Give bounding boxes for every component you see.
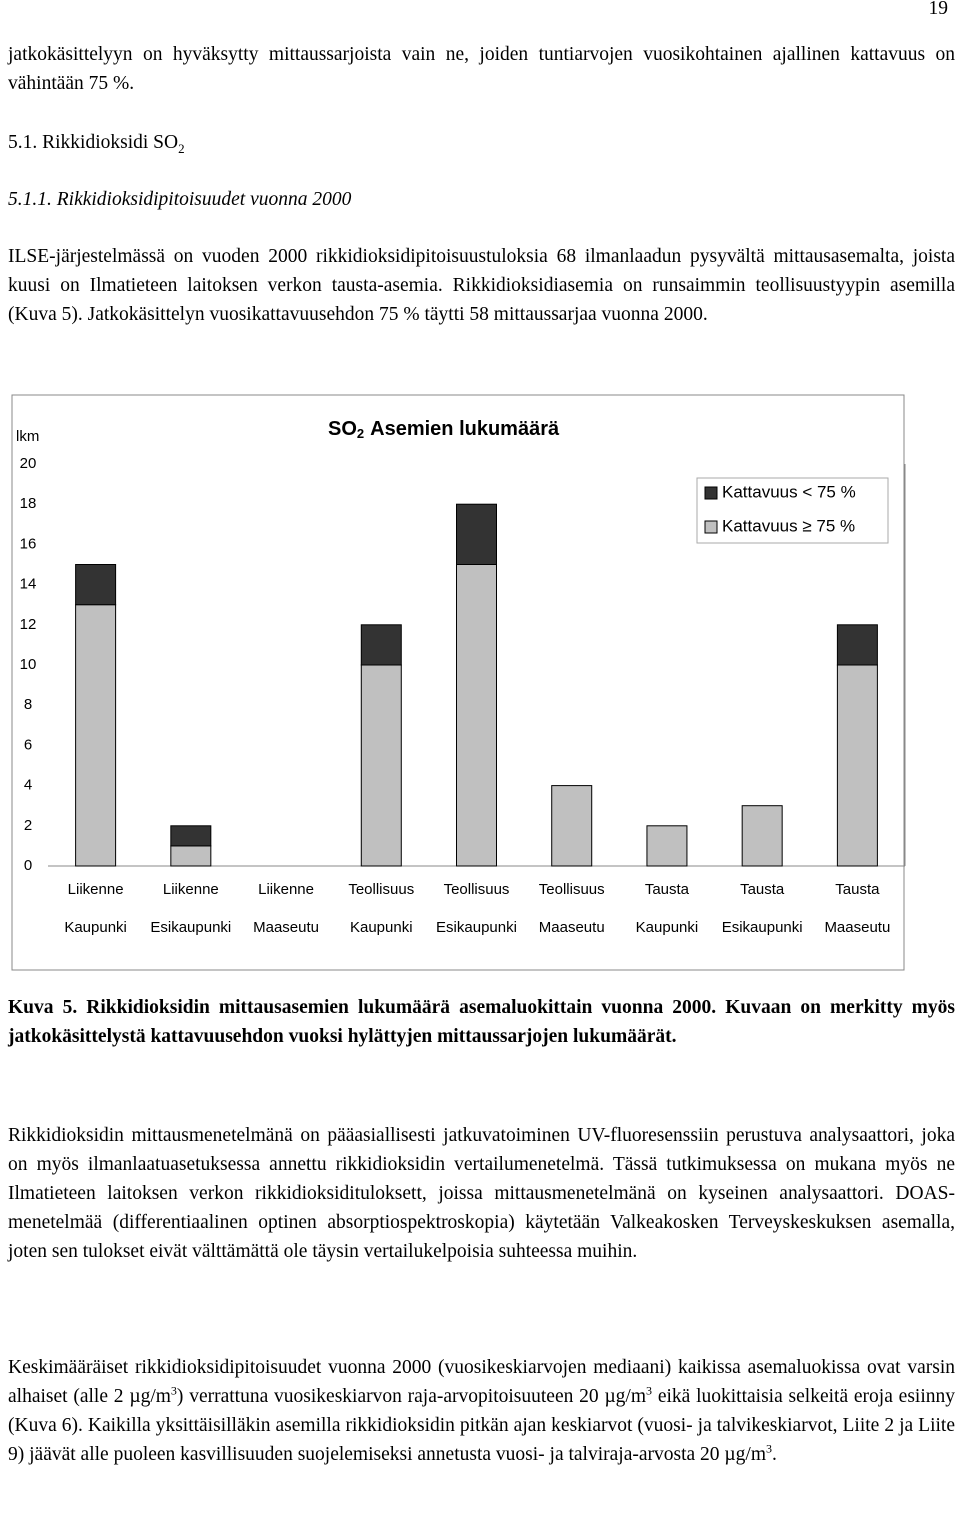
title-subscript: 2	[357, 426, 364, 441]
bar-segment	[551, 785, 593, 867]
page-number: 19	[928, 0, 949, 19]
bar-segment	[75, 564, 117, 606]
legend-label: Kattavuus < 75 %	[722, 482, 856, 501]
chart: lkm SO2 Asemien lukumäärä 024681012141618…	[11, 394, 906, 971]
text: .	[772, 1444, 777, 1465]
bar-segment	[646, 825, 688, 867]
superscript: 3	[170, 1383, 177, 1398]
superscript: 3	[646, 1383, 653, 1398]
paragraph: Keskimääräiset rikkidioksidipitoisuudet …	[8, 1353, 955, 1469]
x-tick-label: Kaupunki	[64, 919, 127, 936]
bar-segment	[360, 664, 402, 867]
bar-segment	[741, 805, 783, 867]
bar-segment	[170, 825, 212, 847]
x-tick-label: Esikaupunki	[150, 919, 231, 936]
bar-segment	[836, 664, 878, 867]
title-text: SO	[328, 418, 357, 440]
paragraph: jatkokäsittelyyn on hyväksytty mittaussa…	[8, 40, 955, 98]
x-tick-label: Liikenne	[163, 881, 219, 898]
chart-title: SO2 Asemien lukumäärä	[328, 418, 560, 441]
bar-segment	[456, 564, 497, 867]
x-tick-label: Liikenne	[258, 881, 314, 898]
subscript: 2	[178, 140, 185, 156]
x-tick-label: Maaseutu	[824, 919, 890, 936]
paragraph: Rikkidioksidin mittausmenetelmänä on pää…	[8, 1121, 955, 1266]
y-tick-label: 20	[20, 455, 37, 472]
legend-box	[696, 477, 889, 544]
x-tick-label: Teollisuus	[348, 881, 414, 898]
legend-swatch	[704, 520, 718, 534]
y-tick-label: 8	[24, 696, 32, 713]
caption: Kuva 5. Rikkidioksidin mittausasemien lu…	[8, 997, 955, 1047]
x-tick-label: Maaseutu	[253, 919, 319, 936]
y-tick-label: 0	[24, 857, 32, 874]
text: jatkokäsittelyyn on hyväksytty mittaussa…	[8, 44, 955, 94]
y-tick-label: 18	[20, 495, 37, 512]
x-tick-label: Esikaupunki	[436, 919, 517, 936]
x-tick-label: Tausta	[645, 881, 690, 898]
x-tick-label: Teollisuus	[444, 881, 510, 898]
x-tick-label: Maaseutu	[539, 919, 605, 936]
text: eikä luokittaisia selkeitä eroja esiinny…	[8, 1386, 955, 1465]
legend-label: Kattavuus ≥ 75 %	[722, 516, 855, 535]
x-tick-label: Tausta	[835, 881, 880, 898]
x-tick-label: Teollisuus	[539, 881, 605, 898]
text: ILSE-järjestelmässä on vuoden 2000 rikki…	[8, 246, 955, 325]
y-tick-label: 4	[24, 777, 32, 794]
bar-segment	[170, 845, 212, 867]
x-tick-label: Tausta	[740, 881, 785, 898]
y-tick-label: 2	[24, 817, 32, 834]
title-text: Asemien lukumäärä	[370, 418, 560, 440]
legend-swatch	[704, 486, 718, 500]
x-tick-label: Kaupunki	[350, 919, 413, 936]
bar-segment	[456, 503, 497, 565]
y-tick-label: 16	[20, 535, 37, 552]
bar-segment	[75, 604, 117, 867]
y-axis-label: lkm	[16, 428, 39, 445]
y-tick-label: 10	[20, 656, 37, 673]
paragraph: ILSE-järjestelmässä on vuoden 2000 rikki…	[8, 242, 955, 329]
text: Rikkidioksidin mittausmenetelmänä on pää…	[8, 1125, 955, 1262]
y-tick-label: 14	[20, 576, 37, 593]
y-tick-label: 6	[24, 736, 32, 753]
text: Keskimääräiset rikkidioksidipitoisuudet …	[8, 1357, 955, 1407]
bar-segment	[836, 624, 878, 666]
x-tick-label: Esikaupunki	[722, 919, 803, 936]
heading-text: 5.1. Rikkidioksidi SO	[8, 132, 179, 153]
heading: 5.1. Rikkidioksidi SO2	[8, 128, 955, 157]
subheading: 5.1.1. Rikkidioksidipitoisuudet vuonna 2…	[8, 189, 352, 210]
text: ) verrattuna vuosikeskiarvon raja-arvopi…	[176, 1386, 647, 1407]
x-tick-label: Kaupunki	[636, 919, 699, 936]
x-tick-label: Liikenne	[68, 881, 124, 898]
bar-segment	[360, 624, 402, 666]
chart-frame	[11, 394, 905, 971]
superscript: 3	[766, 1441, 772, 1456]
y-tick-label: 12	[20, 616, 37, 633]
